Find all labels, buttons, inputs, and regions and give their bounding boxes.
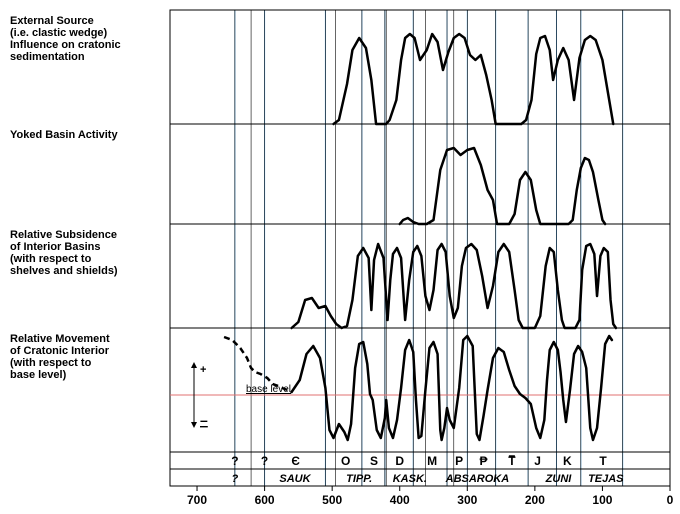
period-label-4: S: [370, 454, 378, 468]
panel-1-curve: [400, 148, 605, 224]
panel-label-3-0: Relative Movement: [10, 333, 110, 345]
period-label-5: D: [395, 454, 404, 468]
period-label-3: O: [341, 454, 350, 468]
seq-label-5: ZUNI: [545, 473, 573, 485]
seq-label-3: KASK.: [393, 473, 427, 485]
plus-label: +: [200, 364, 206, 376]
xaxis-label-700: 700: [187, 493, 207, 507]
seq-label-4: ABSAROKA: [445, 473, 510, 485]
panel-label-0-1: (i.e. clastic wedge): [10, 27, 108, 39]
xaxis-label-0: 0: [667, 493, 674, 507]
period-label-11: K: [563, 454, 572, 468]
panel-label-3-1: of Cratonic Interior: [10, 345, 110, 357]
panel-label-0-3: sedimentation: [10, 51, 85, 63]
chart-svg: External Source(i.e. clastic wedge)Influ…: [0, 0, 680, 514]
period-label-12: T: [599, 454, 607, 468]
panel-frame-1: [170, 124, 670, 224]
pm-arrow-down: [191, 422, 197, 428]
xaxis-label-300: 300: [457, 493, 477, 507]
minus-label: –: [200, 412, 208, 428]
pm-arrow-up: [191, 362, 197, 368]
xaxis-label-600: 600: [255, 493, 275, 507]
period-label-7: P: [455, 454, 463, 468]
panel-frame-0: [170, 10, 670, 124]
seq-label-6: TEJAS: [588, 473, 624, 485]
period-label-6: M: [427, 454, 437, 468]
period-label-1: ?: [261, 454, 268, 468]
xaxis-label-200: 200: [525, 493, 545, 507]
panel-label-2-1: of Interior Basins: [10, 241, 100, 253]
period-row-frame: [170, 452, 670, 469]
panel-label-1-0: Yoked Basin Activity: [10, 129, 118, 141]
panel-label-3-3: base level): [10, 369, 67, 381]
xaxis-label-100: 100: [592, 493, 612, 507]
seq-label-0: ?: [231, 473, 238, 485]
panel-0-curve: [334, 34, 614, 124]
period-label-10: J: [534, 454, 541, 468]
panel-label-0-0: External Source: [10, 15, 94, 27]
period-label-0: ?: [231, 454, 238, 468]
panel-label-3-2: (with respect to: [10, 357, 92, 369]
seq-label-2: TIPP.: [346, 473, 372, 485]
panel-label-2-3: shelves and shields): [10, 265, 118, 277]
panel-3-curve: [292, 336, 612, 440]
panel-label-0-2: Influence on cratonic: [10, 39, 121, 51]
panel-label-2-0: Relative Subsidence: [10, 229, 117, 241]
seq-label-1: SAUK: [279, 473, 311, 485]
period-label-2: Є: [291, 454, 300, 468]
period-label-8: ₱: [480, 454, 488, 468]
panel-label-2-2: (with respect to: [10, 253, 92, 265]
xaxis-label-400: 400: [390, 493, 410, 507]
xaxis-label-500: 500: [322, 493, 342, 507]
